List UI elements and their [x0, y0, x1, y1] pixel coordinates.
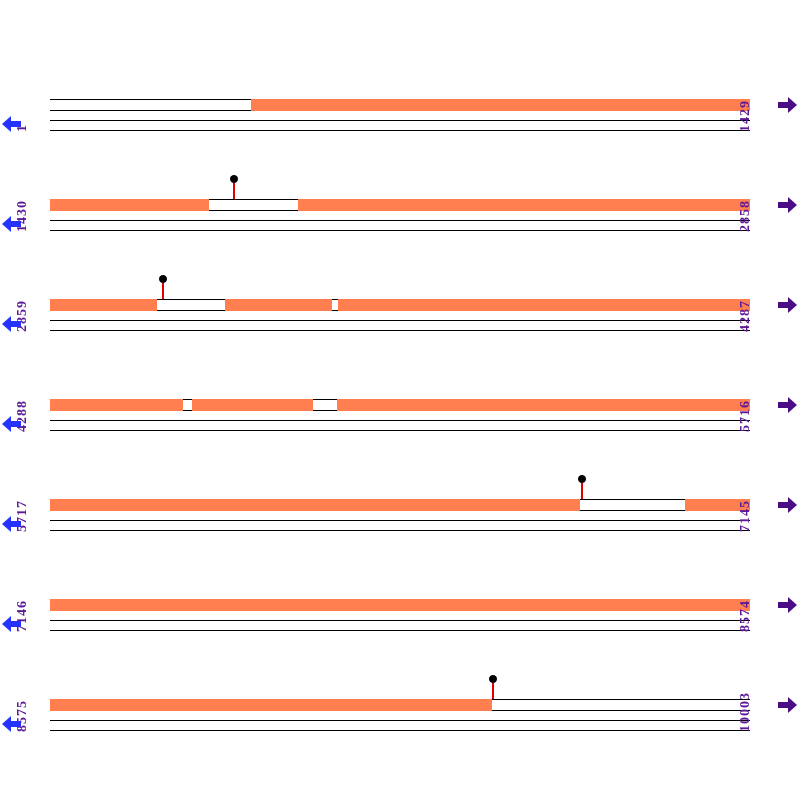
left-arrow-icon[interactable] — [2, 116, 21, 132]
right-arrow-icon[interactable] — [778, 97, 797, 113]
bottom-strand-line-1 — [50, 220, 750, 221]
feature-segment — [337, 399, 750, 411]
feature-segment — [251, 99, 750, 111]
feature-segment — [50, 499, 580, 511]
sequence-row-3: 2859 4287 — [0, 269, 800, 369]
left-arrow-icon[interactable] — [2, 516, 21, 532]
top-strand-track — [50, 99, 750, 111]
feature-segment — [192, 399, 313, 411]
top-strand-track — [50, 199, 750, 211]
marker-stem — [492, 683, 494, 699]
top-strand-track — [50, 299, 750, 311]
bottom-strand-line-1 — [50, 720, 750, 721]
left-arrow-icon[interactable] — [2, 616, 21, 632]
feature-segment — [50, 699, 492, 711]
left-arrow-icon[interactable] — [2, 716, 21, 732]
left-arrow-icon[interactable] — [2, 416, 21, 432]
bottom-strand-line-2 — [50, 630, 750, 631]
bottom-strand-line-2 — [50, 130, 750, 131]
feature-segment — [298, 199, 750, 211]
bottom-strand-line-2 — [50, 430, 750, 431]
sequence-row-5: 5717 7145 — [0, 469, 800, 569]
sequence-row-6: 7146 8574 — [0, 569, 800, 669]
left-arrow-icon[interactable] — [2, 316, 21, 332]
feature-segment — [338, 299, 750, 311]
bottom-strand-line-1 — [50, 120, 750, 121]
bottom-strand-line-2 — [50, 530, 750, 531]
sequence-row-4: 4288 5716 — [0, 369, 800, 469]
feature-segment — [50, 199, 209, 211]
marker-pin-icon — [159, 275, 167, 283]
marker-stem — [162, 283, 164, 299]
bottom-strand-line-1 — [50, 620, 750, 621]
top-strand-track — [50, 699, 750, 711]
sequence-row-7: 8575 10003 — [0, 669, 800, 769]
bottom-strand-line-2 — [50, 230, 750, 231]
feature-segment — [50, 299, 157, 311]
marker-pin-icon — [578, 475, 586, 483]
bottom-strand-line-1 — [50, 420, 750, 421]
right-arrow-icon[interactable] — [778, 497, 797, 513]
bottom-strand-line-1 — [50, 520, 750, 521]
top-strand-track — [50, 399, 750, 411]
right-arrow-icon[interactable] — [778, 197, 797, 213]
marker-pin-icon — [230, 175, 238, 183]
right-arrow-icon[interactable] — [778, 297, 797, 313]
marker-pin-icon — [489, 675, 497, 683]
right-arrow-icon[interactable] — [778, 697, 797, 713]
marker-stem — [581, 483, 583, 499]
right-arrow-icon[interactable] — [778, 597, 797, 613]
right-arrow-icon[interactable] — [778, 397, 797, 413]
feature-segment — [685, 499, 750, 511]
left-arrow-icon[interactable] — [2, 216, 21, 232]
sequence-row-1: 1 1429 — [0, 69, 800, 169]
top-strand-track — [50, 499, 750, 511]
start-coordinate-label: 8575 — [15, 700, 30, 732]
end-coordinate-label: 10003 — [738, 692, 753, 732]
bottom-strand-line-2 — [50, 330, 750, 331]
bottom-strand-line-1 — [50, 320, 750, 321]
feature-segment — [225, 299, 332, 311]
marker-stem — [233, 183, 235, 199]
sequence-row-2: 1430 2858 — [0, 169, 800, 269]
feature-segment — [50, 599, 750, 611]
feature-segment — [50, 399, 183, 411]
top-strand-track — [50, 599, 750, 611]
bottom-strand-line-2 — [50, 730, 750, 731]
